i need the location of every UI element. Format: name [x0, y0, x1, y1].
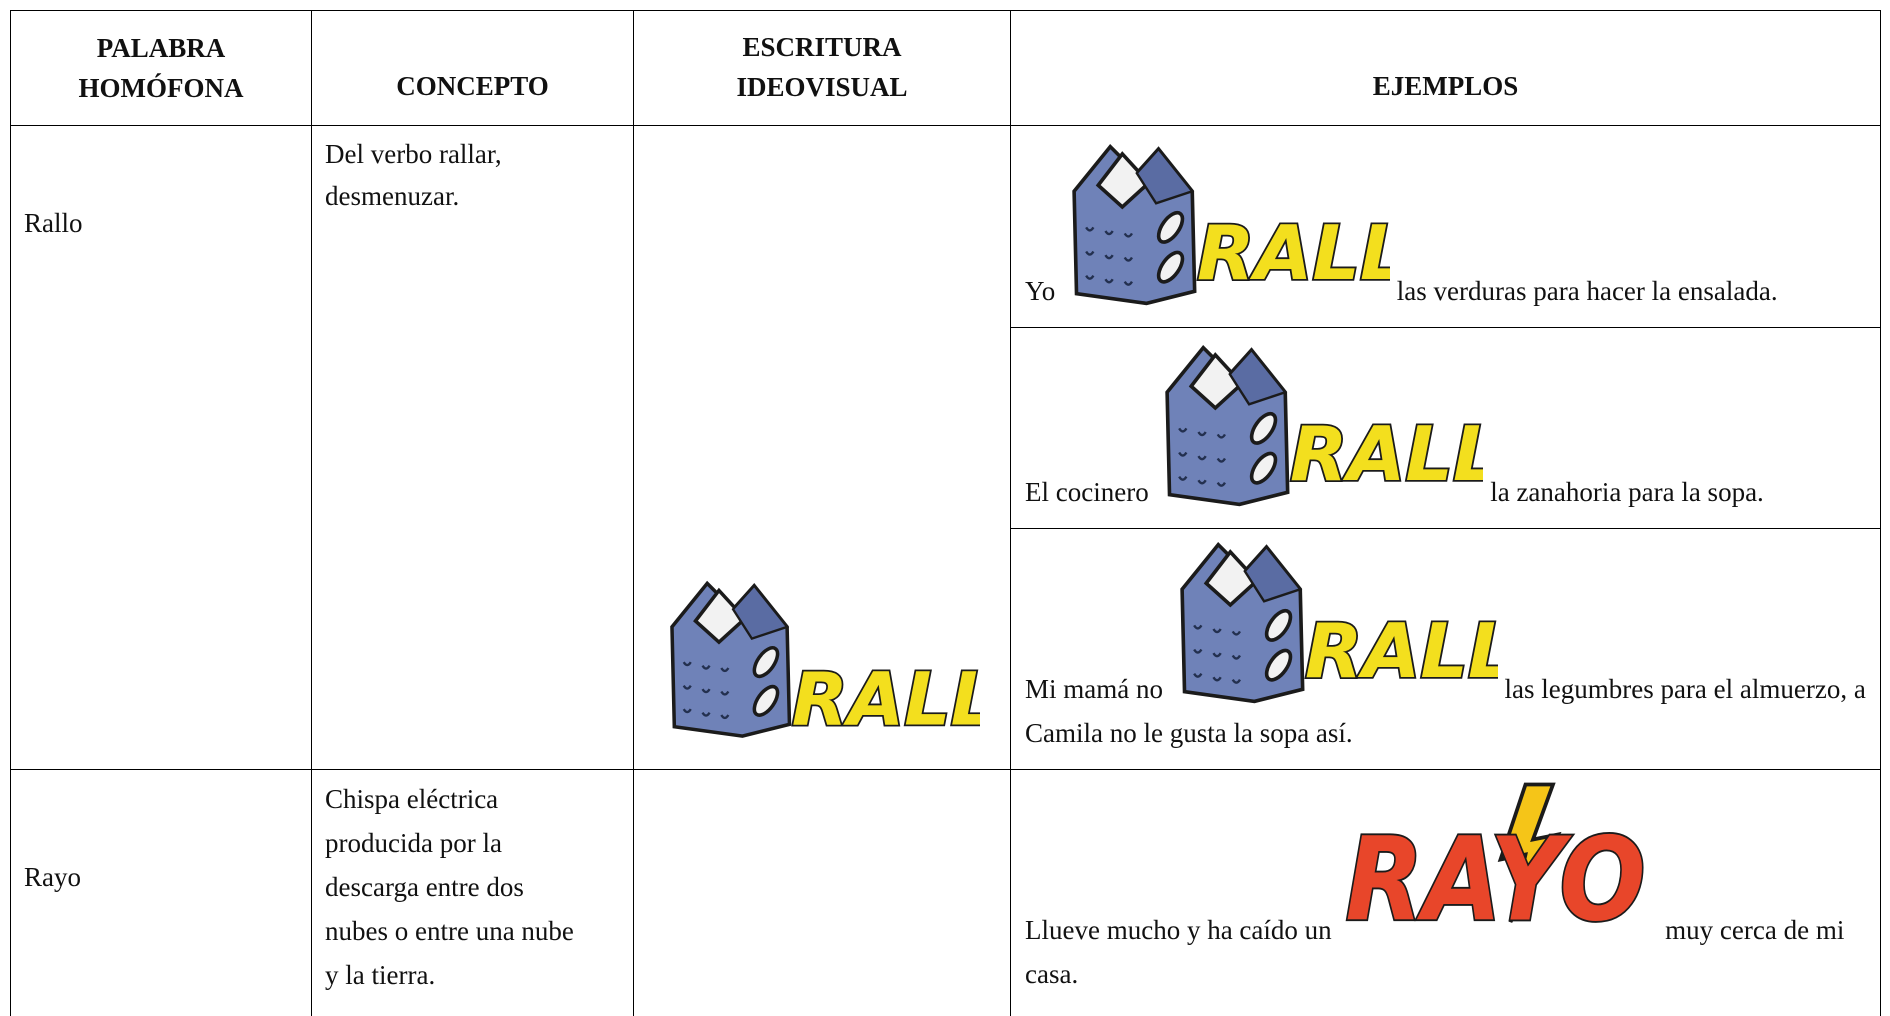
example-before: Yo: [1025, 276, 1056, 306]
word-cell: [10, 125, 311, 769]
header-text: ESCRITURA IDEOVISUAL: [736, 32, 908, 102]
example-before: El cocinero: [1025, 477, 1149, 507]
header-text: EJEMPLOS: [1372, 71, 1519, 101]
header-text: PALABRA HOMÓFONA: [78, 33, 244, 103]
lightning-icon: [1498, 782, 1562, 923]
example-cell: Yo RALLO las verduras para hacer la ensa…: [1010, 125, 1881, 327]
header-text: CONCEPTO: [396, 71, 549, 101]
header-cell: PALABRA HOMÓFONA: [10, 10, 311, 125]
image-word: RALLO: [792, 657, 980, 742]
example-image: RAYO: [1344, 782, 1648, 949]
image-word: RALLO: [1291, 411, 1484, 498]
ideovisual-cell: [633, 125, 1010, 769]
ideovisual-image: RALLO: [670, 581, 980, 742]
grater-icon: [1180, 542, 1305, 704]
example-after: las verduras para hacer la ensalada.: [1396, 276, 1778, 306]
example-image: RALLO: [1072, 144, 1390, 306]
example-image: RALLO: [1165, 345, 1484, 507]
concept: Chispa eléctrica producida por la descar…: [325, 784, 574, 990]
example-image: RALLO: [1180, 542, 1498, 704]
header-cell: EJEMPLOS: [1010, 10, 1881, 125]
concept-cell: [311, 769, 633, 1016]
grater-icon: [1165, 345, 1290, 507]
word: Rayo: [24, 862, 81, 892]
example-cell: Llueve mucho y ha caído un RAYO muy cerc…: [1010, 769, 1881, 1016]
header-cell: ESCRITURA IDEOVISUAL: [633, 10, 1010, 125]
example-before: Llueve mucho y ha caído un: [1025, 915, 1332, 945]
image-word: RALLO: [1197, 210, 1390, 297]
example: Llueve mucho y ha caído un RAYO muy cerc…: [1025, 772, 1866, 996]
example-after: muy cerca de mi casa.: [1025, 915, 1845, 989]
concept: Del verbo rallar, desmenuzar.: [325, 139, 502, 211]
image-word: RALLO: [1305, 608, 1498, 695]
example-cell: Mi mamá no RALLO las legumbres para el a…: [1010, 528, 1881, 769]
image-word: RAYO: [1346, 814, 1646, 948]
example-after: las legumbres para el almuerzo, a Camila…: [1025, 674, 1866, 748]
word-cell: [10, 769, 311, 1016]
grater-icon: [670, 581, 792, 738]
header-cell: CONCEPTO: [311, 10, 633, 125]
word: Rallo: [24, 208, 83, 238]
example-before: Mi mamá no: [1025, 674, 1163, 704]
example: Mi mamá no RALLO las legumbres para el a…: [1025, 535, 1866, 755]
concept-cell: [311, 125, 633, 769]
example: El cocinero RALLO la zanahoria para la s…: [1025, 338, 1866, 514]
example-cell: El cocinero RALLO la zanahoria para la s…: [1010, 327, 1881, 528]
example: Yo RALLO las verduras para hacer la ensa…: [1025, 137, 1866, 313]
example-after: la zanahoria para la sopa.: [1490, 477, 1764, 507]
ideovisual-cell: [633, 769, 1010, 1016]
grater-icon: [1072, 144, 1197, 306]
